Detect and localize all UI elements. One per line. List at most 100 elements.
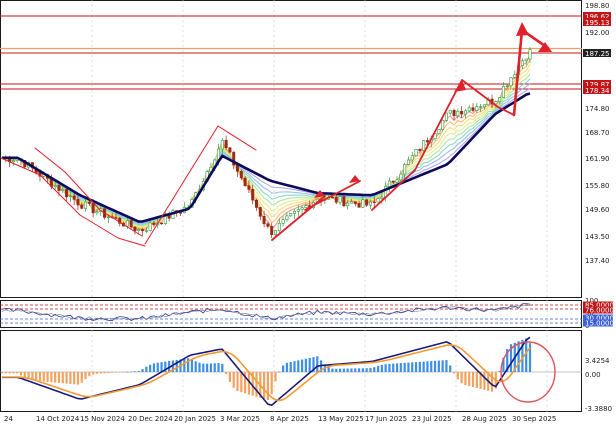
candle-body xyxy=(513,74,517,78)
macd-bar xyxy=(225,372,228,375)
macd-bar xyxy=(69,372,72,384)
macd-bar xyxy=(107,372,110,373)
candle-body xyxy=(444,112,448,121)
macd-bar xyxy=(403,362,406,372)
candle-body xyxy=(395,179,399,183)
macd-bar xyxy=(509,344,513,372)
macd-pane[interactable] xyxy=(0,330,582,412)
candle-body xyxy=(418,148,422,151)
candle-body xyxy=(475,106,479,111)
macd-bar xyxy=(46,372,49,382)
candle-body xyxy=(346,202,350,207)
macd-bar xyxy=(57,372,61,383)
candle-body xyxy=(266,223,270,227)
candle-body xyxy=(65,189,69,198)
price-pane[interactable] xyxy=(0,0,582,298)
macd-bar xyxy=(304,358,307,372)
macd-bar xyxy=(126,371,129,373)
macd-bar xyxy=(270,372,273,395)
macd-bar xyxy=(468,372,471,387)
macd-bar xyxy=(8,372,11,374)
rsi-pane[interactable] xyxy=(0,300,582,328)
macd-tick-label: -3.3880 xyxy=(585,405,612,413)
date-tick-label: 15 Nov 2024 xyxy=(80,415,125,423)
macd-bar xyxy=(517,341,520,372)
macd-bar xyxy=(263,372,266,400)
rsi-level-tag xyxy=(583,306,613,314)
up-swing-line[interactable] xyxy=(144,125,257,245)
macd-bar xyxy=(228,372,232,383)
macd-bar xyxy=(300,359,304,372)
candle-body xyxy=(118,217,122,224)
down-channel-lower[interactable] xyxy=(0,157,146,247)
macd-bar xyxy=(357,368,361,372)
candle-body xyxy=(239,171,243,179)
candle-body xyxy=(289,213,293,217)
candle-body xyxy=(524,58,528,62)
price-tick-label: 198.80 xyxy=(585,2,610,10)
candle-body xyxy=(387,180,391,187)
price-scale[interactable]: 198.80192.00180.70174.80168.70161.90155.… xyxy=(585,2,610,265)
date-tick-label: 30 Sep 2025 xyxy=(512,415,556,423)
macd-bar xyxy=(156,362,159,372)
macd-bar xyxy=(365,368,368,372)
candle-body xyxy=(11,160,15,163)
macd-bar xyxy=(483,372,486,390)
candle-body xyxy=(148,222,152,231)
macd-bar xyxy=(525,338,528,372)
macd-bar xyxy=(327,367,330,372)
macd-bar xyxy=(418,361,421,372)
macd-bar xyxy=(456,372,459,380)
highlight-circle[interactable] xyxy=(500,341,556,403)
time-axis[interactable]: 24 14 Oct 2024 15 Nov 2024 20 Dec 2024 20 Ja… xyxy=(4,415,556,423)
candle-body xyxy=(220,139,224,150)
macd-scale: 3.4254 0.00 -3.3880 xyxy=(585,357,612,413)
macd-bar xyxy=(92,372,95,375)
price-tag-label: 187.25 xyxy=(585,50,610,58)
macd-bar xyxy=(338,368,342,372)
macd-bar xyxy=(38,372,42,382)
candle-body xyxy=(414,148,418,157)
macd-bar xyxy=(160,362,163,372)
macd-bar xyxy=(407,362,410,372)
macd-bar xyxy=(373,367,376,372)
macd-bar xyxy=(232,372,235,388)
candle-body xyxy=(258,207,262,217)
price-tick-label: 168.70 xyxy=(585,129,610,137)
macd-bar xyxy=(411,362,414,372)
candle-body xyxy=(125,220,129,227)
arrow-line-2[interactable] xyxy=(304,180,361,211)
candle-body xyxy=(80,204,84,209)
macd-bar xyxy=(445,360,448,372)
macd-bar xyxy=(308,357,311,372)
macd-bar xyxy=(528,343,532,372)
candle-body xyxy=(433,133,437,139)
down-channel-upper[interactable] xyxy=(34,147,143,237)
candle-body xyxy=(68,195,72,198)
candle-body xyxy=(247,185,251,190)
macd-bar xyxy=(460,372,463,384)
macd-bar xyxy=(247,372,251,395)
rsi-level-label: 76.0000 xyxy=(585,307,614,315)
macd-bar xyxy=(293,361,296,372)
candle-body xyxy=(232,151,236,166)
macd-bar xyxy=(50,372,53,383)
price-tick-label: 155.80 xyxy=(585,182,610,190)
macd-bar xyxy=(289,361,292,372)
candle-body xyxy=(501,86,505,98)
price-tick-label: 192.00 xyxy=(585,29,610,37)
macd-bar xyxy=(221,363,224,372)
candle-body xyxy=(410,155,414,161)
candle-body xyxy=(376,198,380,203)
candle-body xyxy=(160,222,164,225)
macd-bar xyxy=(217,363,220,372)
macd-bar xyxy=(437,360,440,372)
candle-body xyxy=(243,177,247,187)
candle-body xyxy=(399,173,403,181)
macd-bar xyxy=(422,361,425,372)
candle-body xyxy=(471,107,475,111)
candle-body xyxy=(277,223,281,231)
candle-body xyxy=(520,60,524,67)
